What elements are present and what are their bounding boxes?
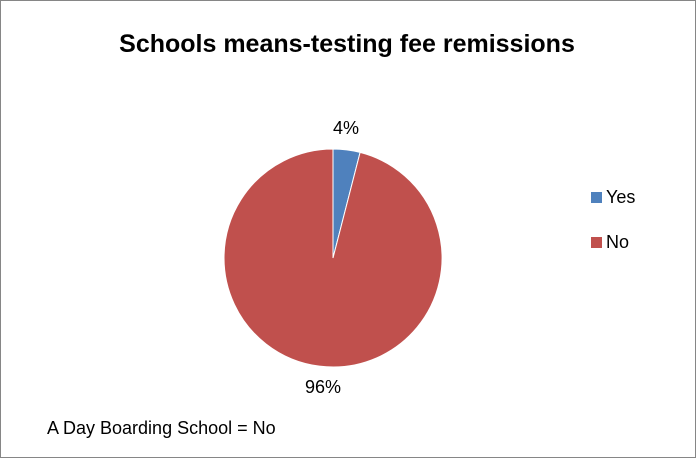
pie-slice-no bbox=[223, 148, 443, 368]
chart-title: Schools means-testing fee remissions bbox=[119, 30, 575, 58]
chart-annotation: A Day Boarding School = No bbox=[47, 418, 276, 438]
legend-label-yes: Yes bbox=[606, 186, 636, 207]
data-label-yes: 4% bbox=[333, 118, 360, 138]
legend-item-no: No bbox=[591, 231, 635, 253]
legend-swatch-no bbox=[591, 236, 602, 248]
legend: Yes No bbox=[591, 186, 635, 276]
legend-item-yes: Yes bbox=[591, 186, 635, 208]
legend-swatch-yes bbox=[591, 191, 602, 203]
data-label-no: 96% bbox=[305, 377, 342, 397]
legend-label-no: No bbox=[606, 231, 630, 252]
